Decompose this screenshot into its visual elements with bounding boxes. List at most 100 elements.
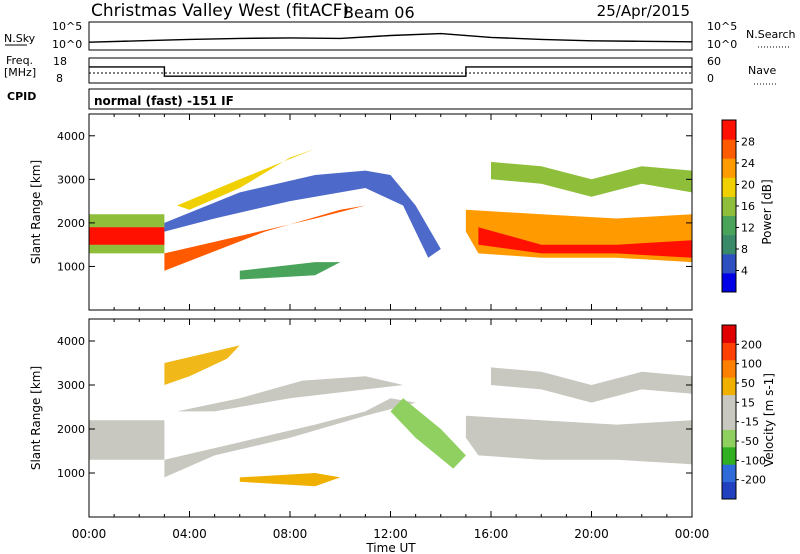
echo-region	[491, 367, 692, 403]
cpid-text: normal (fast) -151 IF	[94, 94, 234, 108]
echo-region	[164, 398, 416, 478]
colorbar-segment	[722, 377, 736, 396]
velocity-colorbar: 200 100 50 15 -15 -50 -100 -200	[721, 324, 766, 500]
time-axis-ticks: 00:00 04:00 08:00 12:00 16:00 20:00 00:00	[72, 527, 710, 541]
time-tick-label: 00:00	[72, 527, 107, 541]
nsky-panel: N.Sky 10^5 10^0 10^5 10^0 N.Search	[4, 20, 796, 51]
nsearch-label: N.Search	[746, 28, 796, 41]
station-title: Christmas Valley West (fitACF)	[91, 1, 349, 21]
power-colorbar: 4 8 12 16 20 24 28	[721, 119, 755, 293]
time-axis-label: Time UT	[365, 541, 416, 554]
freq-tick-top: 18	[53, 55, 67, 68]
colorbar-tick-label: 200	[741, 338, 762, 351]
nsearch-tick-top: 10^5	[707, 20, 737, 33]
colorbar-segment	[722, 394, 736, 413]
colorbar-tick-label: 20	[741, 179, 755, 192]
power-y-axis: 1000 2000 3000 4000	[57, 130, 692, 273]
echo-region	[478, 227, 692, 258]
time-tick-label: 20:00	[574, 527, 609, 541]
freq-label: Freq.	[6, 54, 33, 67]
power-y-axis-label: Slant Range [km]	[29, 160, 43, 264]
power-x-axis	[88, 114, 693, 310]
date-label: 25/Apr/2015	[597, 2, 690, 20]
cpid-label: CPID	[7, 90, 36, 103]
cpid-frame	[88, 88, 693, 110]
colorbar-tick-label: 100	[741, 358, 762, 371]
colorbar-tick-label: 50	[741, 377, 755, 390]
time-tick-label: 00:00	[675, 527, 710, 541]
velocity-x-axis	[88, 319, 693, 517]
colorbar-tick-label: 4	[741, 265, 748, 278]
freq-unit-label: [MHz]	[4, 66, 36, 79]
nsky-frame	[88, 21, 693, 51]
time-tick-label: 04:00	[172, 527, 207, 541]
time-tick-label: 08:00	[273, 527, 308, 541]
cpid-panel: CPID normal (fast) -151 IF	[7, 88, 693, 110]
colorbar-segment	[722, 325, 736, 343]
y-tick-label: 3000	[57, 173, 85, 186]
echo-region	[491, 161, 692, 197]
colorbar-segment	[722, 412, 736, 430]
y-tick-label: 4000	[57, 130, 85, 143]
freq-frame	[88, 57, 693, 84]
colorbar-segment	[722, 272, 736, 293]
colorbar-segment	[722, 429, 736, 448]
colorbar-tick-label: -200	[741, 474, 766, 487]
echo-region	[239, 473, 341, 487]
nsky-tick-top: 10^5	[52, 20, 82, 33]
time-tick-label: 12:00	[373, 527, 408, 541]
colorbar-segment	[722, 464, 736, 483]
time-tick-label: 16:00	[474, 527, 509, 541]
power-panel: 1000 2000 3000 4000 Slant Range [km] 4 8 12 16…	[29, 113, 774, 311]
colorbar-segment	[722, 158, 736, 178]
colorbar-segment	[722, 177, 736, 197]
y-tick-label: 2000	[57, 217, 85, 230]
echo-region	[176, 148, 316, 210]
echo-region	[239, 262, 341, 280]
colorbar-tick-label: -100	[741, 454, 766, 467]
nave-tick-top: 60	[707, 55, 721, 68]
y-tick-label: 2000	[57, 423, 85, 436]
velocity-colorbar-label: Velocity [m s-1]	[762, 373, 776, 467]
y-tick-label: 1000	[57, 467, 85, 480]
velocity-panel: 1000 2000 3000 4000 Slant Range [km] 200 100…	[29, 318, 776, 518]
colorbar-segment	[722, 481, 736, 500]
colorbar-segment	[722, 120, 736, 140]
colorbar-segment	[722, 446, 736, 465]
beam-label: Beam 06	[343, 3, 415, 22]
y-tick-label: 3000	[57, 379, 85, 392]
echo-region	[164, 345, 240, 385]
colorbar-segment	[722, 342, 736, 361]
colorbar-tick-label: 15	[741, 396, 755, 409]
colorbar-segment	[722, 215, 736, 236]
velocity-y-axis-label: Slant Range [km]	[29, 366, 43, 470]
colorbar-tick-label: 8	[741, 243, 748, 256]
freq-series-line	[89, 66, 692, 77]
power-echo-regions	[89, 148, 692, 280]
echo-region	[465, 415, 692, 465]
nsky-label: N.Sky	[4, 32, 36, 45]
freq-panel: Freq. [MHz] 18 8 60 0 Nave	[4, 54, 776, 85]
nave-tick-bottom: 0	[707, 72, 714, 85]
y-tick-label: 1000	[57, 260, 85, 273]
velocity-echo-regions	[89, 345, 692, 487]
nsearch-tick-bottom: 10^0	[707, 38, 737, 51]
nsky-tick-bottom: 10^0	[52, 38, 82, 51]
velocity-frame	[88, 318, 693, 518]
freq-tick-bottom: 8	[56, 72, 63, 85]
colorbar-tick-label: 12	[741, 222, 755, 235]
colorbar-tick-label: 24	[741, 157, 755, 170]
colorbar-segment	[722, 139, 736, 159]
colorbar-frame	[721, 324, 737, 500]
y-tick-label: 4000	[57, 335, 85, 348]
colorbar-segment	[722, 359, 736, 378]
colorbar-segment	[722, 253, 736, 274]
nsky-series-line	[88, 32, 693, 43]
colorbar-tick-label: 28	[741, 136, 755, 149]
velocity-y-axis: 1000 2000 3000 4000	[57, 335, 692, 480]
nave-label: Nave	[748, 64, 776, 77]
echo-region	[89, 420, 165, 460]
colorbar-segment	[722, 234, 736, 255]
echo-region	[89, 227, 165, 245]
